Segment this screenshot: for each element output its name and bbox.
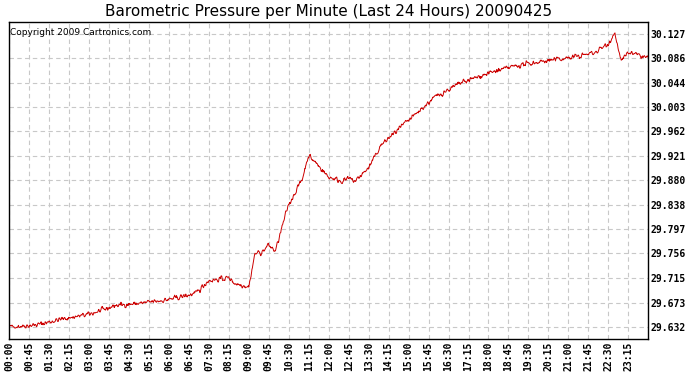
Text: Copyright 2009 Cartronics.com: Copyright 2009 Cartronics.com [10,28,152,37]
Title: Barometric Pressure per Minute (Last 24 Hours) 20090425: Barometric Pressure per Minute (Last 24 … [105,4,552,19]
